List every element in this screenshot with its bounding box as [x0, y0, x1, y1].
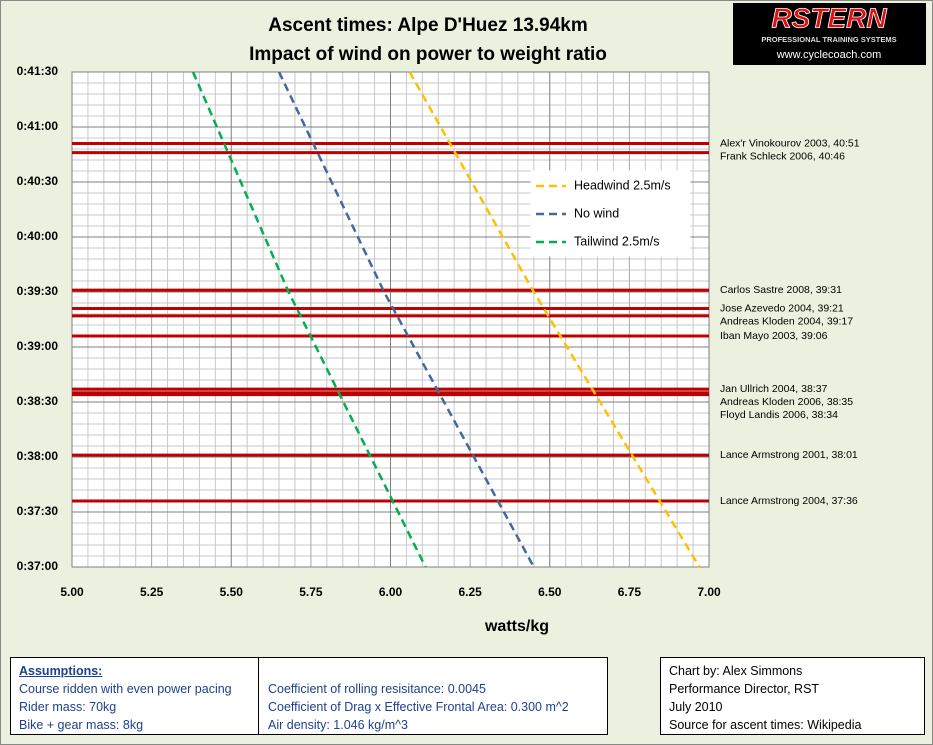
x-tick-label: 5.75 [299, 585, 323, 599]
y-tick-label: 0:41:00 [17, 119, 59, 133]
reference-label: Lance Armstrong 2001, 38:01 [720, 449, 858, 461]
assumption: Rider mass: 70kg [19, 700, 117, 714]
reference-label: Andreas Kloden 2006, 38:35 [720, 396, 853, 408]
legend-label: Tailwind 2.5m/s [574, 234, 659, 248]
assumption: Coefficient of rolling resisitance: 0.00… [268, 682, 486, 696]
reference-label: Frank Schleck 2006, 40:46 [720, 150, 845, 162]
credits: Chart by: Alex Simmons Performance Direc… [669, 662, 861, 734]
legend-label: No wind [574, 206, 619, 220]
x-tick-label: 5.25 [140, 585, 164, 599]
series-line [277, 71, 535, 568]
x-tick-label: 7.00 [697, 585, 721, 599]
legend-label: Headwind 2.5m/s [574, 178, 671, 192]
legend: Headwind 2.5m/s No wind Tailwind 2.5m/s [530, 170, 691, 257]
x-axis-label: watts/kg [484, 618, 549, 635]
divider [258, 658, 259, 734]
y-tick-label: 0:37:00 [17, 559, 59, 573]
y-tick-label: 0:40:00 [17, 229, 59, 243]
logo-tagline: PROFESSIONAL TRAINING SYSTEMS [761, 35, 896, 44]
assumption: Air density: 1.046 kg/m^3 [268, 718, 408, 732]
plot-area: 5.00 5.25 5.50 5.75 6.00 6.25 6.50 6.75 7.00 0:37… [17, 64, 860, 599]
y-tick-label: 0:40:30 [17, 174, 59, 188]
assumption: Coefficient of Drag x Effective Frontal … [268, 700, 569, 714]
credit: Chart by: Alex Simmons [669, 664, 803, 678]
y-tick-label: 0:39:30 [17, 284, 59, 298]
reference-label: Floyd Landis 2006, 38:34 [720, 409, 838, 421]
x-tick-label: 6.75 [618, 585, 642, 599]
logo-name: RSTERN [771, 2, 887, 33]
assumption: Course ridden with even power pacing [19, 682, 232, 696]
x-tick-label: 5.00 [60, 585, 84, 599]
legend-box [530, 170, 691, 257]
reference-label: Jose Azevedo 2004, 39:21 [720, 302, 844, 314]
x-tick-label: 5.50 [220, 585, 244, 599]
assumptions-right: Coefficient of rolling resisitance: 0.00… [268, 680, 569, 734]
assumptions-left: Assumptions: Course ridden with even pow… [19, 662, 232, 734]
series-line [408, 71, 701, 568]
assumptions-title: Assumptions: [19, 664, 103, 678]
chart-title: Impact of wind on power to weight ratio [249, 44, 607, 65]
credit: Performance Director, RST [669, 682, 820, 696]
credit: Source for ascent times: Wikipedia [669, 718, 862, 732]
reference-label: Andreas Kloden 2004, 39:17 [720, 315, 853, 327]
plot-border [71, 71, 710, 568]
reference-label: Lance Armstrong 2004, 37:36 [720, 495, 858, 507]
x-tick-label: 6.50 [538, 585, 562, 599]
logo-url: www.cyclecoach.com [776, 49, 882, 61]
assumption: Bike + gear mass: 8kg [19, 718, 144, 732]
x-tick-label: 6.00 [379, 585, 403, 599]
y-tick-label: 0:41:30 [17, 64, 59, 78]
reference-label: Jan Ullrich 2004, 38:37 [720, 383, 828, 395]
y-tick-label: 0:37:30 [17, 504, 59, 518]
logo-bg [733, 3, 926, 65]
reference-label: Iban Mayo 2003, 39:06 [720, 330, 828, 342]
logo: RSTERN PROFESSIONAL TRAINING SYSTEMS www… [733, 2, 926, 65]
y-tick-label: 0:38:00 [17, 449, 59, 463]
chart-title: Ascent times: Alpe D'Huez 13.94km [268, 15, 588, 36]
y-tick-label: 0:39:00 [17, 339, 59, 353]
x-tick-label: 6.25 [458, 585, 482, 599]
assumptions-box: Assumptions: Course ridden with even pow… [10, 657, 608, 735]
credit: July 2010 [669, 700, 723, 714]
series-line [191, 71, 427, 568]
reference-label: Carlos Sastre 2008, 39:31 [720, 284, 842, 296]
credits-box: Chart by: Alex Simmons Performance Direc… [660, 657, 925, 735]
y-tick-label: 0:38:30 [17, 394, 59, 408]
reference-label: Alex'r Vinokourov 2003, 40:51 [720, 137, 860, 149]
